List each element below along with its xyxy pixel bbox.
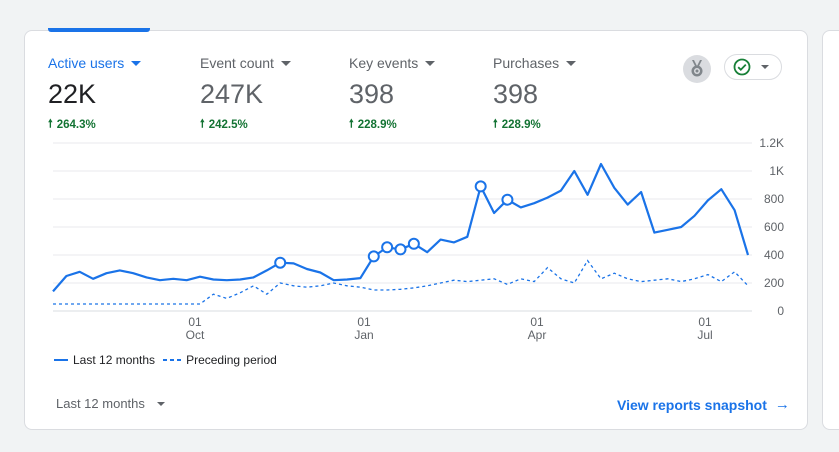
y-tick-label: 400 bbox=[764, 248, 784, 262]
caret-down-icon bbox=[280, 60, 291, 66]
arrow-up-icon: 🠕 bbox=[200, 118, 205, 130]
series-line-preceding-period bbox=[53, 259, 749, 305]
annotation-marker[interactable] bbox=[274, 256, 287, 269]
chart-legend: Last 12 months Preceding period bbox=[54, 353, 285, 367]
x-tick-month: Apr bbox=[528, 328, 547, 342]
annotation-marker[interactable] bbox=[367, 250, 380, 263]
legend-item-current: Last 12 months bbox=[54, 353, 155, 367]
annotation-marker[interactable] bbox=[501, 193, 514, 206]
date-range-selector[interactable]: Last 12 months bbox=[56, 396, 165, 411]
y-tick-label: 200 bbox=[764, 276, 784, 290]
metric-change: 228.9% bbox=[501, 118, 541, 131]
metric-tab-event-count[interactable]: Event count 247K 🠕 242.5% bbox=[200, 54, 291, 134]
annotation-marker[interactable] bbox=[407, 237, 420, 250]
legend-label: Preceding period bbox=[186, 353, 277, 367]
data-quality-button[interactable] bbox=[724, 54, 782, 80]
adjacent-card bbox=[822, 30, 839, 430]
x-tick-day: 01 bbox=[698, 315, 712, 329]
snapshot-link-label: View reports snapshot bbox=[617, 396, 767, 413]
metric-label: Active users bbox=[48, 55, 125, 71]
caret-down-icon bbox=[761, 65, 769, 69]
caret-down-icon bbox=[156, 401, 165, 406]
insights-button[interactable] bbox=[683, 55, 711, 83]
series-line-last-12-months bbox=[52, 162, 750, 293]
metric-label: Event count bbox=[200, 55, 274, 71]
x-tick-month: Oct bbox=[186, 328, 205, 342]
metric-change: 228.9% bbox=[357, 118, 397, 131]
caret-down-icon bbox=[131, 60, 142, 66]
arrow-right-icon: → bbox=[774, 396, 790, 413]
y-tick-label: 1K bbox=[769, 164, 784, 178]
view-reports-snapshot-link[interactable]: View reports snapshot → bbox=[617, 396, 790, 413]
y-axis: 0 200 400 600 800 1K 1.2K bbox=[759, 136, 784, 318]
caret-down-icon bbox=[566, 60, 577, 66]
annotation-marker[interactable] bbox=[394, 243, 407, 256]
active-metric-indicator bbox=[48, 28, 150, 32]
date-range-label: Last 12 months bbox=[56, 396, 145, 411]
x-tick-day: 01 bbox=[530, 315, 544, 329]
x-tick-day: 01 bbox=[188, 315, 202, 329]
annotation-marker[interactable] bbox=[474, 180, 487, 193]
arrow-up-icon: 🠕 bbox=[493, 118, 498, 130]
x-tick-day: 01 bbox=[357, 315, 371, 329]
metric-tab-active-users[interactable]: Active users 22K 🠕 264.3% bbox=[48, 54, 142, 134]
metric-value: 398 bbox=[349, 79, 395, 109]
annotation-markers bbox=[274, 180, 514, 269]
legend-dashed-swatch bbox=[163, 359, 182, 361]
metric-change: 264.3% bbox=[56, 118, 96, 131]
caret-down-icon bbox=[425, 60, 436, 66]
chart-grid bbox=[53, 142, 752, 312]
y-tick-label: 0 bbox=[777, 304, 784, 318]
metric-value: 247K bbox=[200, 79, 264, 109]
metric-value: 22K bbox=[48, 79, 97, 109]
overview-card bbox=[24, 30, 808, 430]
y-tick-label: 1.2K bbox=[759, 136, 784, 150]
annotation-marker[interactable] bbox=[381, 241, 394, 254]
metric-label: Key events bbox=[349, 55, 419, 71]
y-tick-label: 600 bbox=[764, 220, 784, 234]
x-tick-month: Jul bbox=[697, 328, 712, 342]
check-circle-icon bbox=[733, 58, 751, 76]
x-tick-month: Jan bbox=[354, 328, 373, 342]
metric-tab-key-events[interactable]: Key events 398 🠕 228.9% bbox=[349, 54, 436, 134]
y-tick-label: 800 bbox=[764, 192, 784, 206]
legend-solid-swatch bbox=[54, 359, 68, 361]
legend-item-previous: Preceding period bbox=[163, 353, 277, 367]
metric-change: 242.5% bbox=[208, 118, 248, 131]
metric-label: Purchases bbox=[493, 55, 560, 71]
metric-value: 398 bbox=[493, 79, 539, 109]
arrow-up-icon: 🠕 bbox=[48, 118, 53, 130]
insights-icon bbox=[691, 60, 703, 77]
metric-tab-purchases[interactable]: Purchases 398 🠕 228.9% bbox=[493, 54, 577, 134]
legend-label: Last 12 months bbox=[73, 353, 156, 367]
arrow-up-icon: 🠕 bbox=[349, 118, 354, 130]
